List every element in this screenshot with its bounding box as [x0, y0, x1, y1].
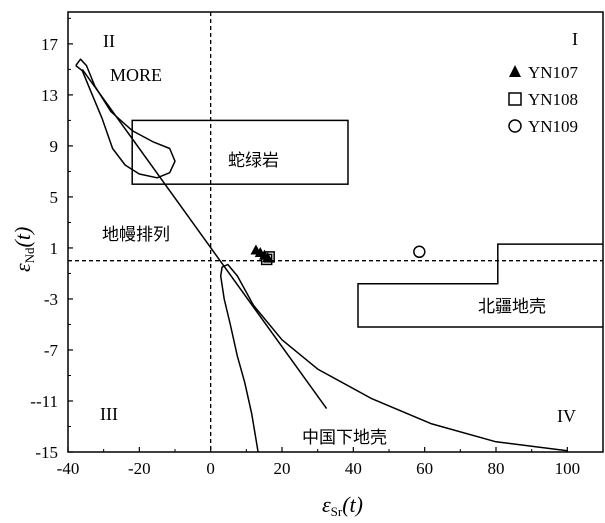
annotations: I II III IV MORE 蛇绿岩 地幔排列 北疆地壳 中国下地壳: [100, 29, 578, 448]
north-xinjiang-crust-field: [357, 243, 603, 328]
plot-area: [67, 11, 604, 453]
legend-label-yn108: YN108: [528, 90, 578, 109]
point-yn108: [260, 253, 273, 266]
axis-titles: εSr(t) εNd(t): [10, 227, 363, 519]
point-yn107: [262, 252, 274, 263]
x-axis-title-sub: Sr: [331, 504, 343, 519]
y-tick-label: 9: [50, 137, 59, 156]
legend: YN107 YN108 YN109: [508, 63, 579, 136]
x-tick-label: 80: [488, 459, 505, 478]
point-yn109: [413, 245, 426, 259]
y-tick-label: 5: [50, 188, 59, 207]
x-tick-label: 20: [274, 459, 291, 478]
tick-marks: [67, 17, 568, 453]
x-axis-title-suffix: (t): [342, 492, 363, 517]
y-tick-label: 13: [41, 86, 58, 105]
y-tick-label: -15: [35, 443, 58, 462]
mantle-array-line: [81, 68, 328, 410]
x-tick-label: 100: [555, 459, 581, 478]
ophiolite-label: 蛇绿岩: [228, 151, 279, 171]
y-axis-title-main: ε: [10, 263, 35, 272]
ophiolite-field: [131, 119, 349, 185]
region-label-q3: III: [100, 404, 118, 424]
fields: [75, 58, 603, 453]
x-tick-label: -40: [57, 459, 80, 478]
y-axis-title-suffix: (t): [10, 227, 35, 248]
tick-labels: -40 -20 0 20 40 60 80 100 17 13 9 5 1 -3 -7 --11 -15: [30, 35, 580, 478]
region-label-q2: II: [103, 31, 115, 51]
plot-frame: [67, 11, 604, 453]
x-tick-label: -20: [128, 459, 151, 478]
region-label-q4: IV: [557, 406, 576, 426]
legend-marker-yn107: [509, 65, 521, 77]
region-label-q1: I: [572, 29, 578, 49]
x-tick-label: 60: [416, 459, 433, 478]
x-tick-label: 0: [206, 459, 215, 478]
more-field: [75, 58, 176, 179]
x-axis-title-main: ε: [322, 492, 331, 517]
legend-marker-yn108: [508, 92, 522, 106]
legend-marker-yn109: [508, 119, 522, 133]
north-xinjiang-crust-label: 北疆地壳: [478, 297, 546, 317]
y-tick-label: -3: [44, 290, 58, 309]
mantle-array-label: 地幔排列: [102, 225, 170, 245]
y-axis-title-sub: Nd: [22, 247, 37, 263]
y-tick-label: -7: [44, 341, 59, 360]
data-points: [250, 244, 426, 266]
y-tick-label: 1: [50, 239, 59, 258]
china-lower-crust-label: 中国下地壳: [302, 428, 387, 448]
legend-label-yn109: YN109: [528, 117, 578, 136]
y-tick-label: 17: [41, 35, 59, 54]
x-tick-label: 40: [345, 459, 362, 478]
y-tick-label: --11: [30, 392, 58, 411]
point-yn108: [263, 251, 275, 263]
x-axis-title: εSr(t): [322, 492, 363, 519]
legend-label-yn107: YN107: [528, 63, 579, 82]
more-field-label: MORE: [110, 65, 162, 85]
y-axis-title: εNd(t): [10, 227, 37, 272]
china-lower-crust-field: [219, 263, 568, 453]
